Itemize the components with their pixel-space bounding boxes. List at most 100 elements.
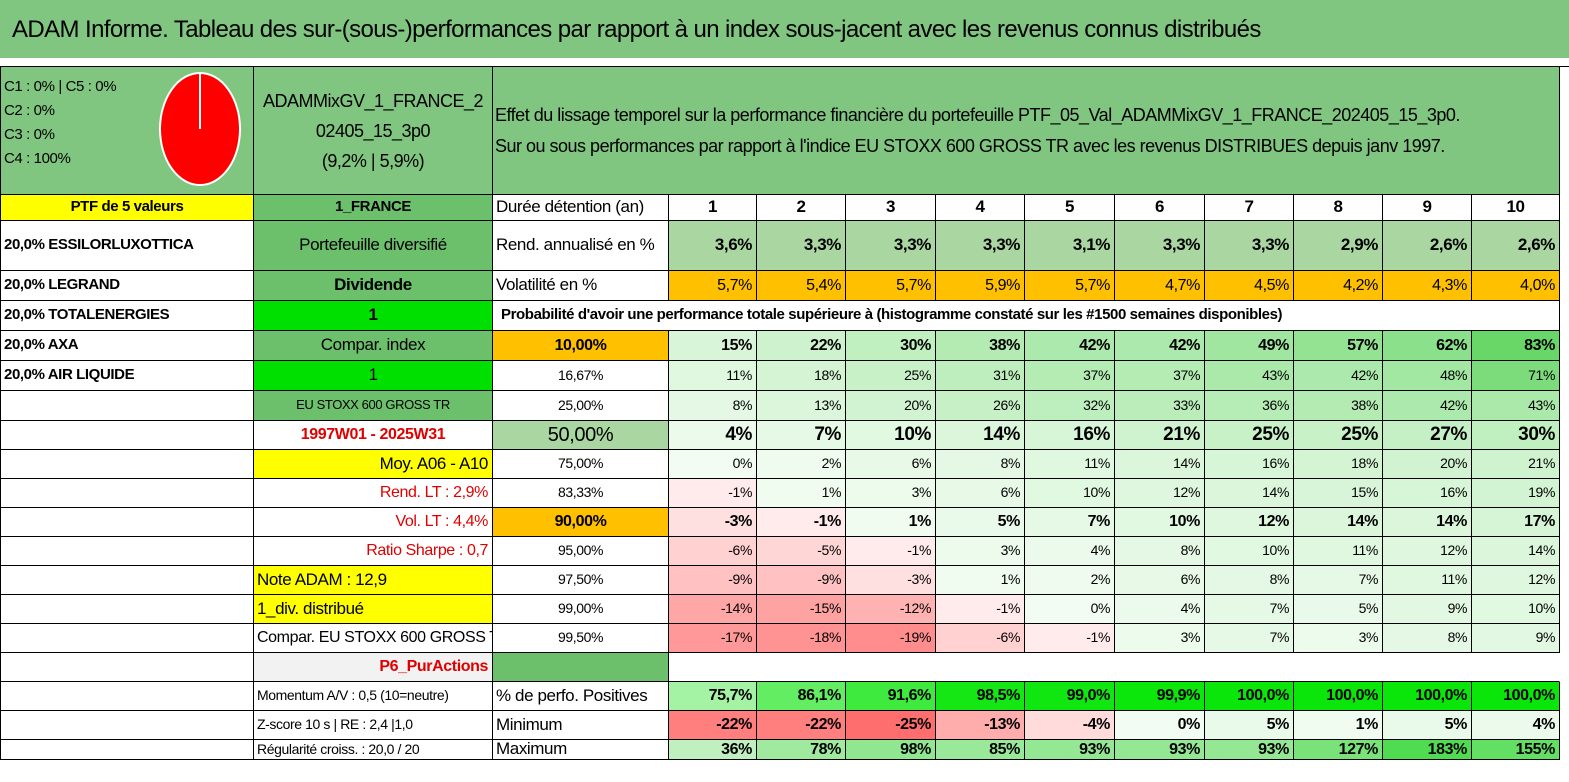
probability-cell: 11%	[1294, 537, 1383, 566]
holding-item: 20,0% AIR LIQUIDE	[1, 361, 254, 391]
vol-cell: 4,3%	[1383, 271, 1472, 301]
empty-cell	[1472, 301, 1560, 331]
probability-cell: 17%	[1472, 508, 1560, 537]
probability-cell: 42%	[1025, 331, 1115, 361]
positives-cell: 100,0%	[1472, 682, 1560, 711]
probability-cell: 3%	[1115, 624, 1205, 653]
positives-cell: 99,0%	[1025, 682, 1115, 711]
side-label: 1_div. distribué	[254, 595, 493, 624]
empty-cell	[493, 653, 669, 682]
minimum-cell: 1%	[1294, 711, 1383, 740]
empty-cell	[1, 508, 254, 537]
minimum-cell: 0%	[1115, 711, 1205, 740]
maximum-cell: 36%	[669, 740, 757, 760]
country-label: 1_FRANCE	[254, 195, 493, 221]
probability-cell: 19%	[1472, 479, 1560, 508]
probability-cell: 30%	[846, 331, 936, 361]
probability-cell: -3%	[669, 508, 757, 537]
probability-cell: 21%	[1472, 450, 1560, 479]
minimum-cell: -4%	[1025, 711, 1115, 740]
probability-cell: 0%	[1025, 595, 1115, 624]
probability-cell: -19%	[846, 624, 936, 653]
probability-cell: 11%	[669, 361, 757, 391]
year-header: 10	[1472, 195, 1560, 221]
probability-cell: 49%	[1205, 331, 1294, 361]
allocation-line: C2 : 0%	[4, 102, 55, 119]
probability-cell: 14%	[1472, 537, 1560, 566]
description-block: Effet du lissage temporel sur la perform…	[493, 67, 1560, 195]
year-header: 6	[1115, 195, 1205, 221]
probability-cell: 7%	[1205, 595, 1294, 624]
probability-cell: 38%	[936, 331, 1025, 361]
probability-cell: 5%	[1294, 595, 1383, 624]
probability-cell: 7%	[1025, 508, 1115, 537]
probability-cell: 33%	[1115, 391, 1205, 421]
vol-label: Volatilité en %	[493, 271, 669, 301]
probability-cell: 32%	[1025, 391, 1115, 421]
probability-cell: -5%	[757, 537, 846, 566]
probability-cell: 14%	[1115, 450, 1205, 479]
description-line1: Effet du lissage temporel sur la perform…	[495, 104, 1460, 125]
fund-perf: (9,2% | 5,9%)	[321, 150, 425, 171]
empty-cell	[1, 711, 254, 740]
probability-cell: 62%	[1383, 331, 1472, 361]
probability-cell: 25%	[1205, 421, 1294, 450]
threshold-cell: 10,00%	[493, 331, 669, 361]
minimum-cell: -25%	[846, 711, 936, 740]
probability-header: Probabilité d'avoir une performance tota…	[493, 301, 1472, 331]
threshold-cell: 25,00%	[493, 391, 669, 421]
probability-cell: 10%	[1115, 508, 1205, 537]
probability-cell: 10%	[1205, 537, 1294, 566]
probability-cell: 10%	[846, 421, 936, 450]
maximum-cell: 93%	[1205, 740, 1294, 760]
year-header: 5	[1025, 195, 1115, 221]
side-label: Régularité croiss. : 20,0 / 20	[254, 740, 493, 760]
maximum-cell: 155%	[1472, 740, 1560, 760]
allocation-panel: C1 : 0% | C5 : 0% C2 : 0% C3 : 0% C4 : 1…	[1, 67, 254, 195]
probability-cell: 13%	[757, 391, 846, 421]
maximum-cell: 127%	[1294, 740, 1383, 760]
probability-cell: 1%	[936, 566, 1025, 595]
vol-cell: 5,7%	[669, 271, 757, 301]
vol-cell: 4,0%	[1472, 271, 1560, 301]
fund-name-line2: 02405_15_3p0	[315, 120, 431, 141]
vol-cell: 4,5%	[1205, 271, 1294, 301]
minimum-cell: -22%	[757, 711, 846, 740]
empty-cell	[1, 421, 254, 450]
year-header: 3	[846, 195, 936, 221]
rend-cell: 3,3%	[1115, 221, 1205, 271]
side-label: Ratio Sharpe : 0,7	[254, 537, 493, 566]
probability-cell: 43%	[1472, 391, 1560, 421]
duree-label: Durée détention (an)	[493, 195, 669, 221]
probability-cell: 43%	[1205, 361, 1294, 391]
positives-cell: 98,5%	[936, 682, 1025, 711]
probability-cell: 9%	[1472, 624, 1560, 653]
threshold-cell: 90,00%	[493, 508, 669, 537]
holding-item: 20,0% TOTALENERGIES	[1, 301, 254, 331]
threshold-cell: 83,33%	[493, 479, 669, 508]
maximum-cell: 78%	[757, 740, 846, 760]
vol-cell: 5,7%	[1025, 271, 1115, 301]
positives-cell: 100,0%	[1294, 682, 1383, 711]
ptf-header: PTF de 5 valeurs	[1, 195, 254, 221]
probability-cell: 57%	[1294, 331, 1383, 361]
report-title: ADAM Informe. Tableau des sur-(sous-)per…	[0, 0, 1569, 62]
probability-cell: -9%	[669, 566, 757, 595]
probability-cell: 14%	[1294, 508, 1383, 537]
maximum-cell: 93%	[1115, 740, 1205, 760]
year-header: 4	[936, 195, 1025, 221]
vol-cell: 5,9%	[936, 271, 1025, 301]
probability-cell: 26%	[936, 391, 1025, 421]
probability-cell: 10%	[1472, 595, 1560, 624]
allocation-line: C4 : 100%	[4, 150, 71, 167]
probability-cell: 12%	[1205, 508, 1294, 537]
probability-cell: 18%	[757, 361, 846, 391]
rend-cell: 2,6%	[1472, 221, 1560, 271]
probability-cell: 71%	[1472, 361, 1560, 391]
threshold-cell: 50,00%	[493, 421, 669, 450]
side-label: P6_PurActions	[254, 653, 493, 682]
probability-cell: 7%	[1294, 566, 1383, 595]
probability-cell: 14%	[1383, 508, 1472, 537]
probability-cell: 1%	[846, 508, 936, 537]
minimum-cell: 4%	[1472, 711, 1560, 740]
